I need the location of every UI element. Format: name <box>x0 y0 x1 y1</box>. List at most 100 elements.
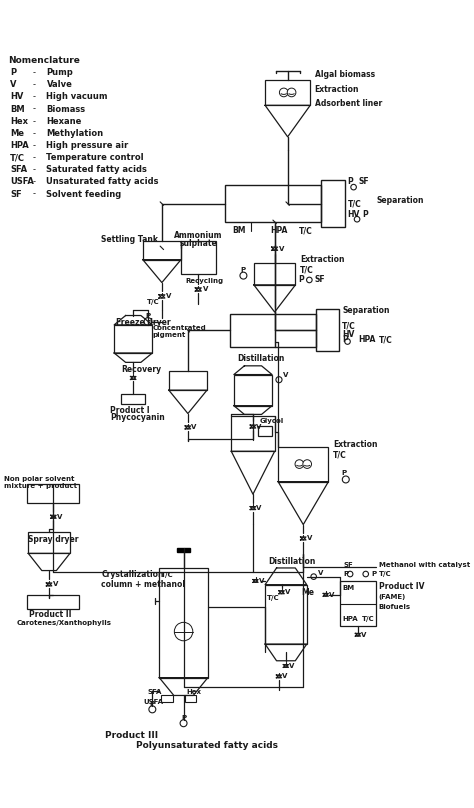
Bar <box>181 241 216 274</box>
Text: V: V <box>285 589 291 595</box>
Circle shape <box>342 476 349 483</box>
Text: Product II: Product II <box>29 610 72 619</box>
Text: Crystallization: Crystallization <box>101 570 164 579</box>
Text: V: V <box>290 663 295 669</box>
Text: T/C: T/C <box>299 226 313 235</box>
Text: Unsaturated fatty acids: Unsaturated fatty acids <box>46 178 159 187</box>
Text: T/C: T/C <box>267 595 280 601</box>
Text: V: V <box>318 570 323 576</box>
Text: -: - <box>33 68 36 77</box>
Text: -: - <box>33 116 36 126</box>
Text: P: P <box>347 178 353 187</box>
Text: Algal biomass: Algal biomass <box>315 69 374 79</box>
Text: Non polar solvent: Non polar solvent <box>4 476 74 482</box>
Text: T/C: T/C <box>10 154 25 162</box>
Text: T/C: T/C <box>362 617 375 622</box>
Bar <box>234 375 272 406</box>
Text: V: V <box>279 246 284 252</box>
Text: Distillation: Distillation <box>269 557 316 566</box>
Text: Spray dryer: Spray dryer <box>28 535 79 544</box>
Text: SF: SF <box>10 190 22 199</box>
Text: BM: BM <box>10 104 25 114</box>
Text: P: P <box>342 335 348 344</box>
Text: Hexane: Hexane <box>46 116 82 126</box>
Circle shape <box>311 574 317 579</box>
Bar <box>316 309 339 351</box>
Text: Nomenclature: Nomenclature <box>9 56 80 65</box>
Text: -: - <box>33 166 36 175</box>
Text: Freeze dryer: Freeze dryer <box>116 318 171 327</box>
Text: V: V <box>361 632 367 638</box>
Text: SF: SF <box>359 178 369 187</box>
Text: V: V <box>259 578 264 584</box>
Bar <box>229 314 316 347</box>
Bar <box>114 325 152 353</box>
Text: Distillation: Distillation <box>237 355 285 364</box>
Text: Extraction: Extraction <box>315 86 359 95</box>
Bar <box>143 241 181 259</box>
Text: HV: HV <box>342 330 355 339</box>
Text: SF: SF <box>343 562 353 568</box>
Text: Polyunsaturated fatty acids: Polyunsaturated fatty acids <box>136 741 278 751</box>
Bar <box>340 581 376 626</box>
Text: T/C: T/C <box>147 299 160 305</box>
Text: P: P <box>181 714 186 721</box>
Circle shape <box>351 184 356 190</box>
Text: Extraction: Extraction <box>333 440 377 449</box>
Text: Adsorbent liner: Adsorbent liner <box>315 99 382 108</box>
Text: -: - <box>33 141 36 150</box>
Bar <box>254 263 295 285</box>
Text: P: P <box>146 313 151 318</box>
Text: HPA: HPA <box>342 617 358 622</box>
Text: P: P <box>298 276 304 284</box>
Text: Glycol: Glycol <box>260 419 284 424</box>
Text: Me: Me <box>10 128 24 138</box>
Circle shape <box>144 318 152 326</box>
Text: V: V <box>307 536 312 541</box>
Text: BM: BM <box>342 585 355 591</box>
Text: Methanol with catalyst: Methanol with catalyst <box>379 562 470 568</box>
Text: T/C: T/C <box>300 265 314 274</box>
Text: V: V <box>256 423 262 430</box>
Text: Recycling: Recycling <box>185 278 223 284</box>
Bar <box>278 447 328 482</box>
Text: Settling Tank: Settling Tank <box>101 234 158 244</box>
Text: -: - <box>33 154 36 162</box>
Bar <box>177 548 190 553</box>
Text: V: V <box>57 514 62 520</box>
Text: T/C: T/C <box>379 335 392 344</box>
Bar <box>161 696 173 702</box>
Text: P: P <box>343 571 348 577</box>
Text: T/C: T/C <box>342 322 356 330</box>
Text: V: V <box>256 505 262 511</box>
Text: SF: SF <box>315 276 325 284</box>
Text: Saturated fatty acids: Saturated fatty acids <box>46 166 147 175</box>
Circle shape <box>240 272 247 279</box>
Text: T/C: T/C <box>379 571 392 577</box>
Text: -: - <box>33 190 36 199</box>
Bar <box>231 416 274 452</box>
Text: V: V <box>166 293 172 300</box>
Text: (FAME): (FAME) <box>379 594 406 600</box>
Text: P: P <box>150 701 155 707</box>
Text: Pump: Pump <box>46 68 73 77</box>
Text: Phycocyanin: Phycocyanin <box>110 414 164 423</box>
Text: Biomass: Biomass <box>46 104 86 114</box>
Text: -: - <box>33 92 36 102</box>
Text: -: - <box>33 128 36 138</box>
Text: Carotenes/Xanthophylls: Carotenes/Xanthophylls <box>17 621 112 626</box>
Circle shape <box>347 571 353 577</box>
Bar <box>27 595 80 608</box>
Bar <box>28 532 70 553</box>
Bar <box>159 568 208 678</box>
Text: Temperature control: Temperature control <box>46 154 144 162</box>
Text: Product III: Product III <box>105 731 158 740</box>
Text: -: - <box>33 178 36 187</box>
Text: T/C: T/C <box>161 572 173 578</box>
Text: V: V <box>203 287 208 292</box>
Text: pigment: pigment <box>152 332 186 339</box>
Circle shape <box>279 88 288 97</box>
Circle shape <box>354 217 360 222</box>
Text: T/C: T/C <box>347 199 361 208</box>
Text: V: V <box>283 673 288 680</box>
